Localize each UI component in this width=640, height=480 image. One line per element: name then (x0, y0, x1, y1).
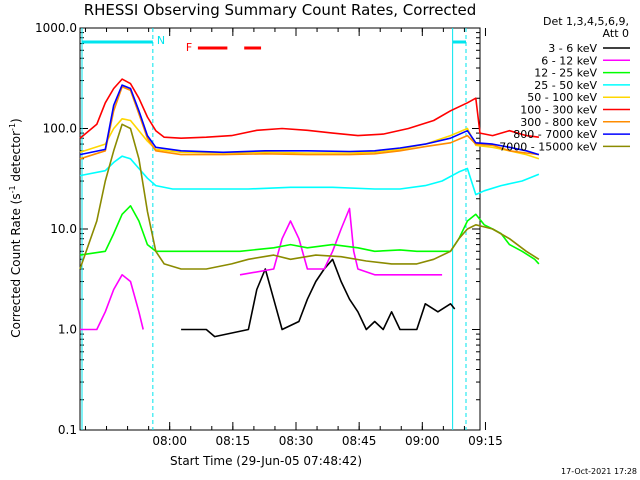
flare-label: F (186, 41, 192, 54)
legend-label: 100 - 300 keV (520, 104, 597, 117)
series-line-7 (79, 84, 540, 156)
legend-label: 800 - 7000 keV (513, 128, 597, 141)
y-tick-label: 0.1 (58, 423, 77, 437)
y-axis-label: Corrected Count Rate (s-1 detector-1) (8, 118, 23, 337)
legend-label: 25 - 50 keV (534, 79, 597, 92)
series-line-6 (79, 86, 540, 160)
series-line-3 (79, 155, 540, 196)
series-line-5 (79, 78, 540, 139)
series-line-0 (181, 258, 456, 338)
legend-label: 300 - 800 keV (520, 116, 597, 129)
interval-label: N (157, 34, 165, 47)
chart-marks: 0.1 1.0 10.0 100.0 1000.0 08:00 08:15 08:30 08:4… (35, 21, 630, 448)
x-tick-label: 09:15 (468, 434, 503, 448)
series-line-4 (79, 118, 540, 160)
x-tick-label: 08:15 (216, 434, 251, 448)
y-tick-label: 1000.0 (35, 21, 77, 35)
chart-title: RHESSI Observing Summary Count Rates, Co… (84, 1, 477, 19)
legend-label: 12 - 25 keV (534, 67, 597, 80)
y-tick-label: 10.0 (50, 222, 77, 236)
legend-label: 3 - 6 keV (548, 42, 597, 55)
x-tick-label: 08:00 (152, 434, 187, 448)
legend-header: Det 1,3,4,5,6,9, Att 0 (543, 15, 629, 40)
legend-label: 50 - 100 keV (527, 91, 597, 104)
y-tick-label: 1.0 (58, 323, 77, 337)
footer-date: 17-Oct-2021 17:28 (561, 467, 637, 476)
x-axis-label: Start Time (29-Jun-05 07:48:42) (170, 454, 362, 468)
legend-label: 6 - 12 keV (541, 54, 597, 67)
series-line-8 (79, 123, 540, 270)
y-tick-label: 100.0 (43, 122, 77, 136)
x-tick-label: 09:00 (405, 434, 440, 448)
legend-header-line2: Att 0 (603, 27, 629, 40)
legend-label: 7000 - 15000 keV (499, 140, 597, 153)
plot-frame (79, 27, 481, 431)
x-tick-label: 08:30 (279, 434, 314, 448)
x-tick-label: 08:45 (342, 434, 377, 448)
legend-header-line1: Det 1,3,4,5,6,9, (543, 15, 629, 28)
series-line-1 (80, 209, 522, 330)
